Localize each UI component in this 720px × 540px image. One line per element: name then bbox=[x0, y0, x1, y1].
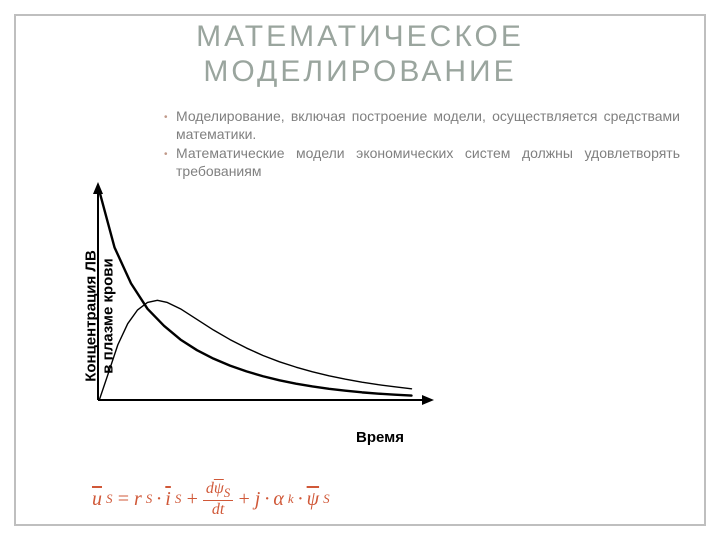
eq-plus1: + bbox=[185, 488, 199, 511]
eq-dot1: · bbox=[156, 488, 161, 511]
eq-j: j bbox=[255, 488, 261, 511]
eq-t4-sub: S bbox=[323, 491, 330, 507]
eq-plus2: + bbox=[237, 488, 251, 511]
eq-dot3: · bbox=[298, 488, 303, 511]
eq-equals: = bbox=[117, 488, 131, 511]
bullet-2-text: Математические модели экономических сист… bbox=[176, 145, 680, 179]
bullet-1: Моделирование, включая построение модели… bbox=[170, 108, 680, 143]
eq-t4-var: ψ bbox=[307, 488, 319, 511]
equation: uS = rS · iS + dψS dt + j · αk · ψS bbox=[92, 481, 330, 518]
eq-fraction: dψS dt bbox=[203, 481, 233, 518]
eq-t1b-var: i bbox=[165, 488, 171, 511]
eq-alpha-sub: k bbox=[288, 491, 294, 507]
concentration-chart: Концентрация ЛВ в плазме крови Время bbox=[42, 180, 444, 452]
eq-t1-sub: S bbox=[146, 491, 153, 507]
eq-alpha: α bbox=[273, 488, 284, 511]
eq-t1-var: r bbox=[134, 488, 142, 511]
eq-t1b-sub: S bbox=[175, 491, 182, 507]
eq-lhs-sub: S bbox=[106, 491, 113, 507]
eq-dot2: · bbox=[264, 488, 269, 511]
eq-lhs-var: u bbox=[92, 488, 102, 511]
chart-plot bbox=[80, 180, 440, 428]
chart-x-axis-label: Время bbox=[356, 429, 404, 446]
